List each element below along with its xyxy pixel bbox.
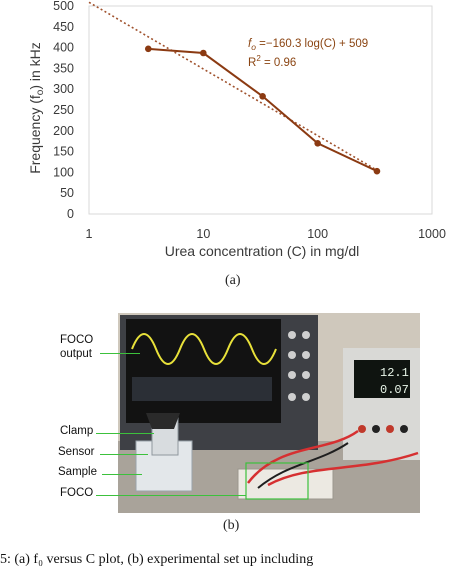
label-foco-output: FOCO output (60, 334, 94, 360)
highlight-box-circuit (245, 462, 309, 500)
trend-equation: fo =−160.3 log(C) + 509 (248, 38, 368, 52)
y-tick-label: 500 (53, 0, 74, 13)
chart-a: 0 50 100 150 200 250 300 350 400 450 500 1 10 100 100… (27, 0, 446, 259)
trendline-path (88, 1, 379, 172)
wire-black (257, 442, 349, 489)
plot-border (88, 5, 433, 215)
leader-foco (96, 495, 246, 496)
label-foco: FOCO (60, 487, 94, 499)
y-axis-title: Frequency (fo) in kHz (27, 42, 46, 174)
clamp (146, 413, 180, 429)
label-sensor: Sensor (58, 446, 95, 458)
data-point (314, 139, 321, 147)
data-point (373, 167, 381, 175)
caption-a: (a) (225, 273, 241, 288)
supply-display (354, 360, 410, 398)
y-tick-label: 450 (53, 20, 74, 34)
caption-b: (b) (223, 518, 240, 533)
wire-red-1 (247, 429, 359, 484)
leader-sensor (100, 454, 148, 455)
screen-readout (132, 377, 272, 401)
plot-area (88, 5, 433, 215)
x-axis-title: Urea concentration (C) in mg/dl (165, 243, 360, 259)
leader-sample (102, 474, 142, 475)
trendline (88, 1, 379, 172)
x-tick-labels: 1 10 100 1000 (86, 227, 446, 241)
experimental-setup-photo: 12.1 0.07 (118, 313, 420, 513)
x-tick-label: 100 (307, 227, 328, 241)
leader-foco-output (100, 353, 140, 354)
supply-readout-2: 0.07 (380, 383, 409, 397)
x-tick-label: 10 (196, 227, 210, 241)
data-point (259, 92, 266, 100)
y-tick-label: 50 (60, 186, 74, 200)
supply-terminals (358, 425, 408, 433)
x-tick-label: 1000 (418, 227, 446, 241)
oscilloscope-screen (126, 319, 281, 423)
y-tick-label: 400 (53, 41, 74, 55)
data-series (144, 45, 381, 175)
y-tick-label: 0 (67, 207, 74, 221)
y-tick-label: 150 (53, 145, 74, 159)
wire-red-2 (267, 451, 419, 487)
x-tick-label: 1 (86, 227, 93, 241)
foco-circuit-board (237, 468, 334, 500)
supply-readout-1: 12.1 (380, 366, 409, 380)
y-tick-label: 200 (53, 124, 74, 138)
y-tick-label: 350 (53, 61, 74, 75)
label-sample: Sample (58, 466, 97, 478)
r-squared: R2 = 0.96 (248, 54, 296, 69)
y-tick-label: 300 (53, 82, 74, 96)
data-point (144, 45, 152, 53)
y-tick-label: 100 (53, 165, 74, 179)
data-point (200, 49, 207, 57)
scope-knobs (288, 331, 310, 401)
label-clamp: Clamp (60, 425, 94, 437)
figure-caption-text: 5: (a) f₀ versus C plot, (b) experimenta… (0, 552, 314, 567)
y-tick-label: 250 (53, 103, 74, 117)
waveform (131, 333, 277, 365)
leader-clamp (96, 433, 154, 434)
y-tick-labels: 0 50 100 150 200 250 300 350 400 450 500 (53, 0, 74, 221)
